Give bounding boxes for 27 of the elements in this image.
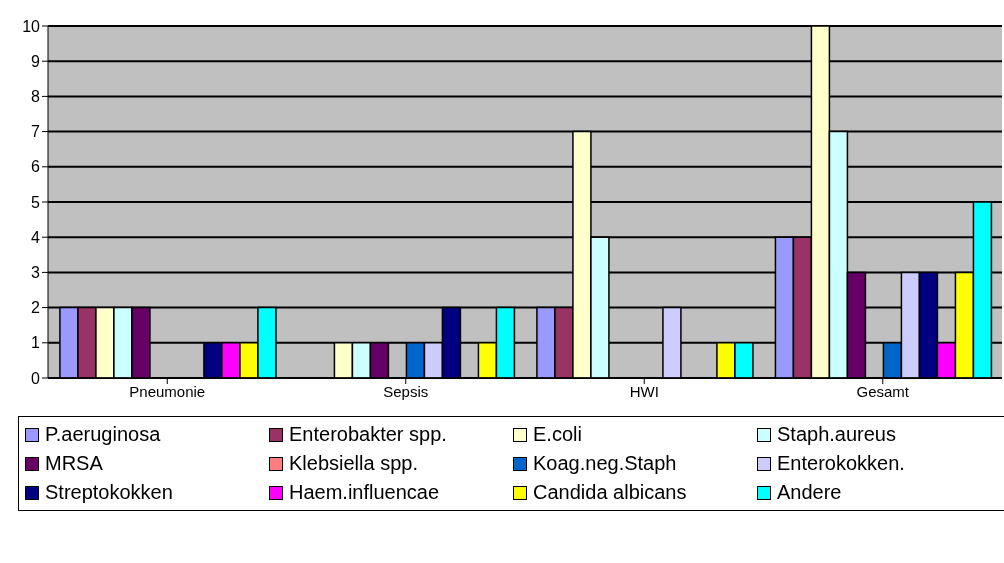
legend-label: Enterobakter spp.: [289, 423, 447, 446]
legend-label: Candida albicans: [533, 481, 687, 504]
legend-label: Andere: [777, 481, 842, 504]
legend-label: Staph.aureus: [777, 423, 896, 446]
y-tick-label: 1: [31, 334, 41, 352]
x-tick-label: Gesamt: [856, 382, 910, 400]
y-tick-label: 4: [31, 228, 41, 246]
y-tick-label: 5: [31, 193, 41, 211]
y-tick-label: 9: [31, 52, 41, 70]
y-tick-label: 10: [22, 17, 41, 35]
legend-label: Klebsiella spp.: [289, 452, 418, 475]
legend-label: MRSA: [45, 452, 103, 475]
legend-label: Koag.neg.Staph: [533, 452, 677, 475]
y-tick-label: 8: [31, 88, 41, 106]
legend-label: Enterokokken.: [777, 452, 905, 475]
y-tick-label: 2: [31, 299, 41, 317]
y-tick-label: 0: [31, 369, 41, 387]
legend-label: Haem.influencae: [289, 481, 440, 504]
x-tick-label: Pneumonie: [129, 382, 206, 400]
x-tick-label: HWI: [629, 382, 659, 400]
x-tick-label: Sepsis: [383, 382, 429, 400]
y-tick-label: 3: [31, 264, 41, 282]
y-tick-label: 6: [31, 158, 41, 176]
legend-label: E.coli: [533, 423, 582, 446]
legend-label: Streptokokken: [45, 481, 173, 504]
y-tick-label: 7: [31, 123, 41, 141]
legend-label: P.aeruginosa: [45, 423, 161, 446]
